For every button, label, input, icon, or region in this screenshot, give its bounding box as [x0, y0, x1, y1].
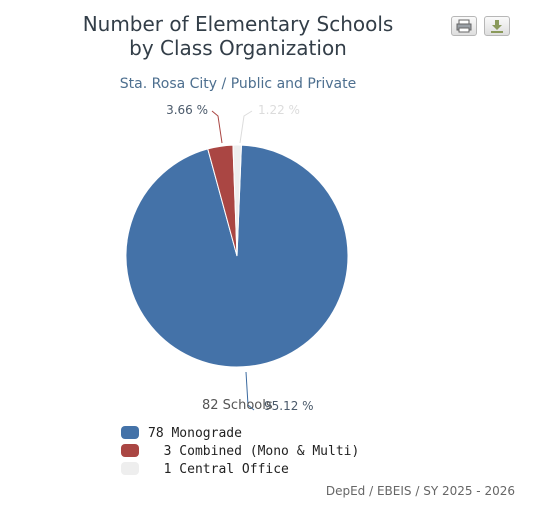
- total-label: 82 Schools: [202, 398, 273, 413]
- connector-2: [239, 110, 253, 144]
- legend-item-0[interactable]: 78 Monograde: [148, 426, 242, 441]
- legend-swatch-2[interactable]: [121, 462, 139, 475]
- data-label-0: 95.12 %: [264, 399, 314, 413]
- connector-1: [211, 110, 223, 144]
- data-label-1: 3.66 %: [166, 103, 208, 117]
- download-button[interactable]: [484, 16, 510, 36]
- legend-swatch-0[interactable]: [121, 426, 139, 439]
- chart-credit[interactable]: DepEd / EBEIS / SY 2025 - 2026: [325, 484, 515, 498]
- print-button[interactable]: [451, 16, 477, 36]
- chart-title: Number of Elementary Schools by Class Or…: [0, 12, 476, 60]
- pie-slice-2[interactable]: [232, 144, 242, 257]
- legend-item-2[interactable]: 1 Central Office: [148, 462, 289, 477]
- data-label-2: 1.22 %: [258, 103, 300, 117]
- download-icon: [491, 20, 503, 33]
- connector-0: [245, 371, 255, 411]
- chart-subtitle: Sta. Rosa City / Public and Private: [119, 76, 357, 92]
- chart-title-line-2: by Class Organization: [129, 36, 347, 60]
- legend-swatch-1[interactable]: [121, 444, 139, 457]
- chart-title-line-1: Number of Elementary Schools: [82, 12, 394, 36]
- printer-icon: [456, 19, 472, 33]
- legend-item-1[interactable]: 3 Combined (Mono & Multi): [148, 444, 359, 459]
- pie-chart: 95.12 % 3.66 % 1.22 % 82 Schools 78 Monograd…: [121, 103, 359, 477]
